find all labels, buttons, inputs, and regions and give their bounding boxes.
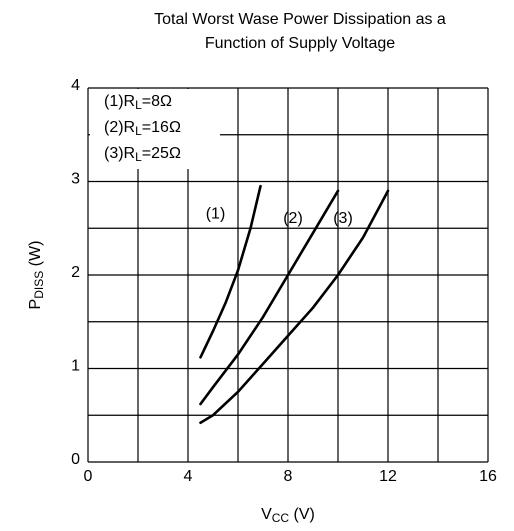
curve <box>199 189 340 406</box>
x-axis-label-part: V <box>261 506 272 523</box>
x-axis-label-part: (V) <box>289 506 315 523</box>
legend-entry-part: L <box>135 150 142 164</box>
y-axis-label-part: P <box>27 299 44 310</box>
legend-entry: (1)RL=8Ω <box>104 93 172 112</box>
curve-label: (3) <box>333 210 353 227</box>
legend-entry-part: (2)R <box>104 119 135 136</box>
y-axis-label-part: DISS <box>32 271 46 299</box>
curve <box>199 189 390 425</box>
y-tick-label: 3 <box>71 171 80 188</box>
x-tick-label: 12 <box>379 468 397 485</box>
legend-entry-part: (3)R <box>104 145 135 162</box>
y-tick-label: 4 <box>71 77 80 94</box>
y-tick-label: 0 <box>71 451 80 468</box>
x-tick-label: 8 <box>284 468 293 485</box>
chart-title: Total Worst Wase Power Dissipation as a <box>154 11 446 28</box>
legend-entry-part: (1)R <box>104 93 135 110</box>
y-axis-label-part: (W) <box>27 241 44 271</box>
curve <box>199 184 262 359</box>
x-axis-label: VCC (V) <box>261 506 315 525</box>
legend-entry-part: L <box>135 124 142 138</box>
x-axis-label-part: CC <box>272 511 290 525</box>
curve-label: (1) <box>206 205 226 222</box>
chart-title: Function of Supply Voltage <box>205 35 395 52</box>
x-tick-label: 16 <box>479 468 497 485</box>
legend-entry-part: =8Ω <box>142 93 172 110</box>
legend-entry: (3)RL=25Ω <box>104 145 181 164</box>
legend-entry-part: =16Ω <box>142 119 181 136</box>
curve-label: (2) <box>283 210 303 227</box>
legend-entry-part: L <box>135 98 142 112</box>
legend-entry-part: =25Ω <box>142 145 181 162</box>
x-tick-label: 0 <box>84 468 93 485</box>
legend-entry: (2)RL=16Ω <box>104 119 181 138</box>
y-tick-label: 2 <box>71 264 80 281</box>
x-tick-label: 4 <box>184 468 193 485</box>
y-axis-label: PDISS (W) <box>27 241 46 310</box>
y-tick-label: 1 <box>71 358 80 375</box>
legend-background <box>90 89 220 169</box>
